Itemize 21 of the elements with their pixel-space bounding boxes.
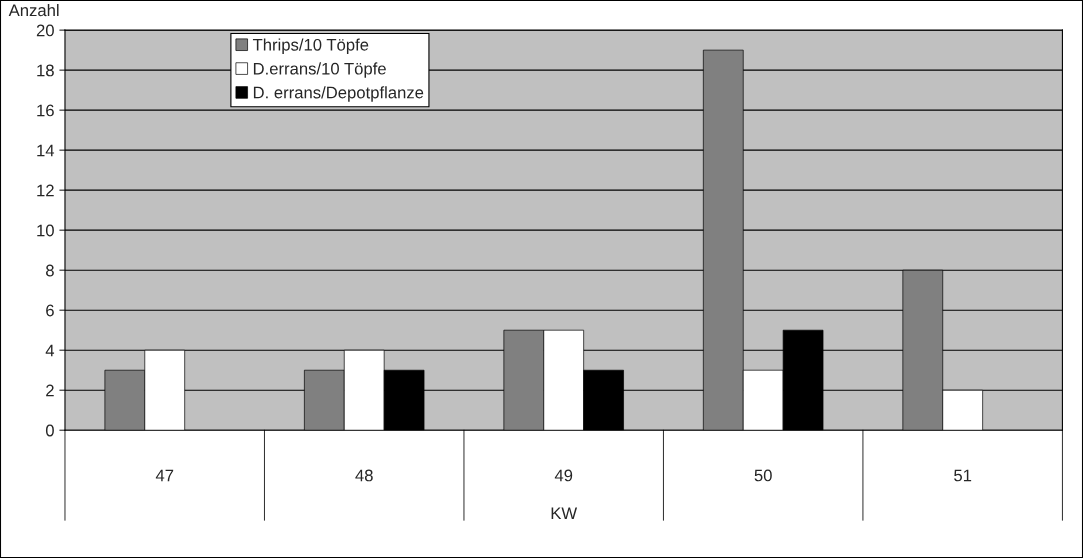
- y-tick-label: 6: [46, 304, 54, 317]
- y-tick-label: 18: [37, 64, 54, 77]
- y-axis-title: Anzahl: [8, 3, 59, 17]
- y-tick-label: 16: [37, 104, 54, 117]
- legend-label: D.errans/10 Töpfe: [253, 62, 386, 78]
- x-tick-label: 47: [155, 469, 174, 482]
- legend-label: D. errans/Depotpflanze: [253, 86, 424, 102]
- y-tick-label: 20: [36, 24, 54, 37]
- x-tick-label: 48: [355, 469, 373, 482]
- x-tick-label: 49: [554, 469, 573, 482]
- y-tick-label: 0: [45, 424, 54, 437]
- y-tick-label: 12: [37, 184, 54, 197]
- y-tick-label: 2: [46, 384, 54, 397]
- y-tick-label: 4: [45, 344, 55, 357]
- x-tick-label: 51: [954, 469, 972, 482]
- y-tick-label: 10: [37, 224, 54, 237]
- x-axis-title: KW: [551, 507, 578, 519]
- y-tick-label: 14: [37, 144, 55, 157]
- y-tick-label: 8: [46, 264, 54, 277]
- legend-label: Thrips/10 Töpfe: [252, 38, 369, 54]
- x-tick-label: 50: [754, 469, 772, 482]
